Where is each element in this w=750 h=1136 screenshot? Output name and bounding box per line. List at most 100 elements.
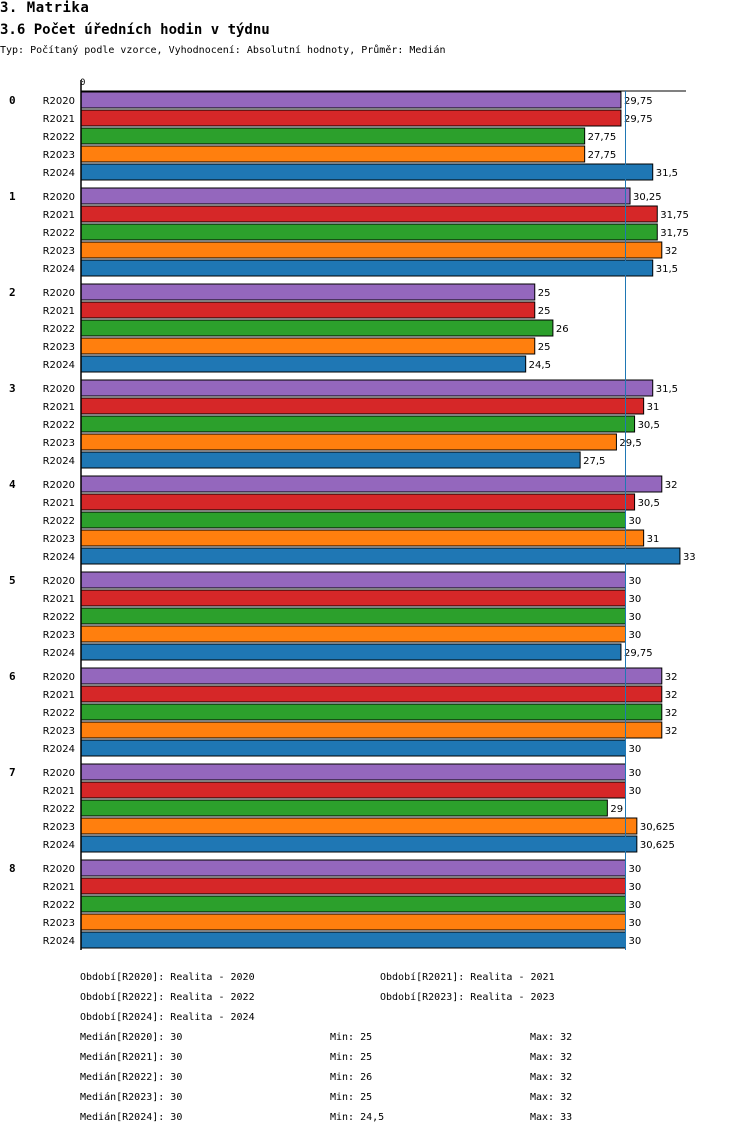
series-row-label: R2020: [43, 288, 75, 299]
bar-r2020-5: [80, 571, 626, 589]
chart-title: 3.6 Počet úředních hodin v týdnu: [0, 22, 270, 38]
stat-max-r2024: Max: 33: [530, 1112, 573, 1123]
bar-r2020-4: [80, 475, 663, 493]
bar-r2021-3: [80, 397, 645, 415]
bar-r2023-7: [80, 817, 638, 835]
data-label: 30: [629, 768, 642, 779]
data-label: 31: [647, 534, 660, 545]
stat-median-r2023: Medián[R2023]: 30: [80, 1092, 183, 1103]
series-row-label: R2021: [43, 114, 75, 125]
series-row-label: R2023: [43, 822, 75, 833]
stat-max-r2022: Max: 32: [530, 1072, 573, 1083]
series-row-label: R2021: [43, 594, 75, 605]
series-row-label: R2020: [43, 480, 75, 491]
series-row-label: R2024: [43, 840, 75, 851]
data-label: 30,625: [640, 840, 675, 851]
legend-entry-r2020: Období[R2020]: Realita - 2020: [80, 972, 255, 983]
series-row-label: R2023: [43, 630, 75, 641]
data-label: 31: [647, 402, 660, 413]
series-row-label: R2022: [43, 900, 75, 911]
legend-entry-r2022: Období[R2022]: Realita - 2022: [80, 992, 255, 1003]
series-row-label: R2022: [43, 516, 75, 527]
series-row-label: R2021: [43, 786, 75, 797]
data-label: 32: [665, 672, 678, 683]
bar-r2023-1: [80, 241, 663, 259]
data-label: 30,25: [633, 192, 662, 203]
bar-r2021-6: [80, 685, 663, 703]
data-label: 32: [665, 708, 678, 719]
bar-r2024-1: [80, 259, 654, 277]
data-label: 32: [665, 480, 678, 491]
legend-entry-r2024: Období[R2024]: Realita - 2024: [80, 1012, 255, 1023]
series-row-label: R2024: [43, 648, 75, 659]
bar-r2024-0: [80, 163, 654, 181]
bar-r2020-0: [80, 91, 622, 109]
series-row-label: R2022: [43, 612, 75, 623]
series-row-label: R2023: [43, 246, 75, 257]
bar-r2021-8: [80, 877, 626, 895]
data-label: 30: [629, 630, 642, 641]
bar-r2023-5: [80, 625, 626, 643]
category-label: 5: [9, 574, 16, 587]
series-row-label: R2022: [43, 420, 75, 431]
data-label: 32: [665, 246, 678, 257]
series-row-label: R2021: [43, 306, 75, 317]
data-label: 24,5: [529, 360, 551, 371]
stat-max-r2020: Max: 32: [530, 1032, 573, 1043]
data-label: 31,5: [656, 264, 678, 275]
category-label: 4: [9, 478, 16, 491]
stat-min-r2023: Min: 25: [330, 1092, 373, 1103]
bar-r2020-2: [80, 283, 536, 301]
data-label: 32: [665, 690, 678, 701]
bar-r2024-3: [80, 451, 581, 469]
section-heading: 3. Matrika: [0, 0, 90, 16]
bar-r2022-4: [80, 511, 626, 529]
data-label: 26: [556, 324, 569, 335]
data-label: 25: [538, 288, 551, 299]
legend-entry-r2021: Období[R2021]: Realita - 2021: [380, 972, 555, 983]
category-label: 2: [9, 286, 16, 299]
series-row-label: R2021: [43, 690, 75, 701]
stat-max-r2021: Max: 32: [530, 1052, 573, 1063]
stat-median-r2021: Medián[R2021]: 30: [80, 1052, 183, 1063]
series-row-label: R2020: [43, 384, 75, 395]
bar-r2022-0: [80, 127, 586, 145]
data-label: 31,5: [656, 168, 678, 179]
series-row-label: R2021: [43, 882, 75, 893]
series-row-label: R2021: [43, 210, 75, 221]
axis-zero-label: 0: [80, 78, 85, 88]
bar-r2021-7: [80, 781, 626, 799]
bar-r2021-1: [80, 205, 658, 223]
chart-subtitle: Typ: Počítaný podle vzorce, Vyhodnocení:…: [0, 45, 446, 56]
data-label: 29,5: [619, 438, 641, 449]
series-row-label: R2024: [43, 744, 75, 755]
bar-r2023-6: [80, 721, 663, 739]
series-row-label: R2022: [43, 228, 75, 239]
bar-r2022-8: [80, 895, 626, 913]
stat-min-r2020: Min: 25: [330, 1032, 373, 1043]
bar-r2022-5: [80, 607, 626, 625]
series-row-label: R2023: [43, 726, 75, 737]
bar-r2021-4: [80, 493, 636, 511]
bar-r2021-2: [80, 301, 536, 319]
series-row-label: R2020: [43, 576, 75, 587]
data-label: 30: [629, 882, 642, 893]
stat-median-r2022: Medián[R2022]: 30: [80, 1072, 183, 1083]
bar-r2022-2: [80, 319, 554, 337]
bar-r2022-1: [80, 223, 658, 241]
series-row-label: R2023: [43, 150, 75, 161]
data-label: 31,5: [656, 384, 678, 395]
series-row-label: R2022: [43, 708, 75, 719]
bar-r2020-8: [80, 859, 626, 877]
data-label: 30: [629, 900, 642, 911]
data-label: 30,625: [640, 822, 675, 833]
series-row-label: R2024: [43, 168, 75, 179]
series-row-label: R2022: [43, 324, 75, 335]
bar-r2022-6: [80, 703, 663, 721]
bar-r2020-3: [80, 379, 654, 397]
bar-r2023-0: [80, 145, 586, 163]
category-label: 1: [9, 190, 16, 203]
bar-r2023-8: [80, 913, 626, 931]
bar-r2024-5: [80, 643, 622, 661]
data-label: 31,75: [660, 210, 689, 221]
